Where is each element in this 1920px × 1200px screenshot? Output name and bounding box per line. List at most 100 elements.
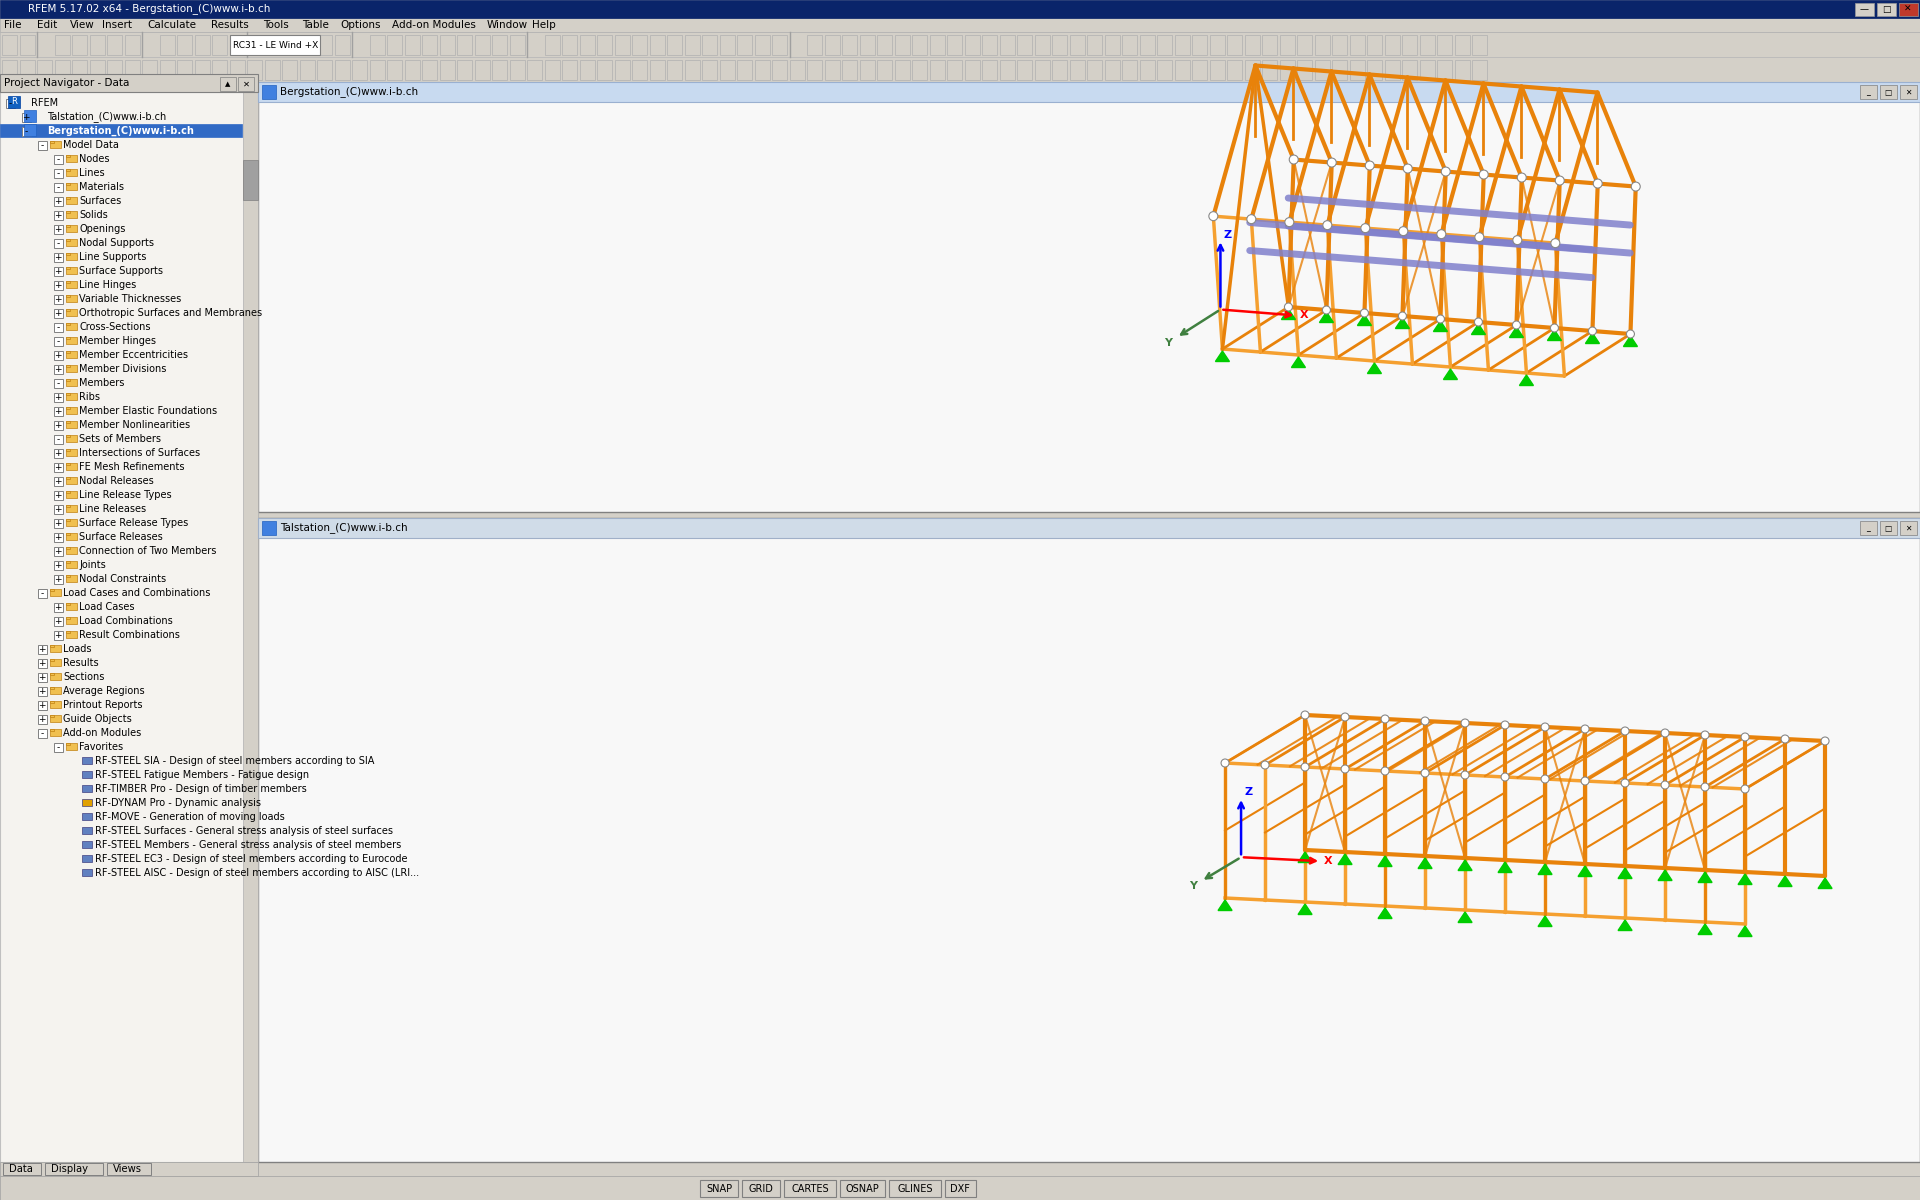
Text: +: + (54, 533, 61, 542)
FancyBboxPatch shape (0, 1176, 1920, 1200)
Circle shape (1340, 713, 1350, 721)
Text: Surface Supports: Surface Supports (79, 266, 163, 276)
Circle shape (1461, 770, 1469, 779)
Text: Sets of Members: Sets of Members (79, 434, 161, 444)
FancyBboxPatch shape (1350, 60, 1365, 80)
FancyBboxPatch shape (19, 60, 35, 80)
FancyBboxPatch shape (563, 35, 578, 55)
Circle shape (1361, 223, 1369, 233)
FancyBboxPatch shape (73, 60, 86, 80)
FancyBboxPatch shape (38, 646, 46, 654)
Text: +: + (54, 463, 61, 472)
FancyBboxPatch shape (1860, 521, 1878, 535)
FancyBboxPatch shape (300, 60, 315, 80)
Text: Variable Thicknesses: Variable Thicknesses (79, 294, 180, 304)
FancyBboxPatch shape (945, 1180, 975, 1198)
FancyBboxPatch shape (1158, 60, 1171, 80)
FancyBboxPatch shape (65, 463, 69, 464)
Circle shape (1461, 719, 1469, 727)
FancyBboxPatch shape (1175, 35, 1190, 55)
Circle shape (1513, 320, 1521, 329)
Circle shape (1620, 727, 1628, 734)
FancyBboxPatch shape (230, 35, 244, 55)
FancyBboxPatch shape (159, 35, 175, 55)
Circle shape (1820, 737, 1830, 745)
FancyBboxPatch shape (21, 127, 31, 136)
FancyBboxPatch shape (261, 85, 276, 98)
Circle shape (1210, 211, 1217, 221)
FancyBboxPatch shape (38, 659, 46, 668)
FancyBboxPatch shape (65, 421, 69, 422)
FancyBboxPatch shape (1121, 35, 1137, 55)
Circle shape (1436, 229, 1446, 239)
FancyBboxPatch shape (65, 476, 77, 484)
FancyBboxPatch shape (1104, 35, 1119, 55)
FancyBboxPatch shape (981, 35, 996, 55)
Text: Add-on Modules: Add-on Modules (392, 20, 476, 30)
FancyBboxPatch shape (614, 60, 630, 80)
FancyBboxPatch shape (65, 547, 77, 554)
FancyBboxPatch shape (1035, 60, 1050, 80)
FancyBboxPatch shape (44, 1163, 102, 1175)
Text: RF-STEEL Members - General stress analysis of steel members: RF-STEEL Members - General stress analys… (94, 840, 401, 850)
FancyBboxPatch shape (2, 60, 17, 80)
Text: Member Hinges: Member Hinges (79, 336, 156, 346)
FancyBboxPatch shape (54, 602, 63, 612)
Circle shape (1261, 761, 1269, 769)
Text: +: + (54, 350, 61, 360)
FancyBboxPatch shape (563, 60, 578, 80)
Text: +: + (54, 226, 61, 234)
Polygon shape (1519, 374, 1534, 385)
Text: Loads: Loads (63, 644, 92, 654)
FancyBboxPatch shape (492, 60, 507, 80)
FancyBboxPatch shape (125, 35, 140, 55)
FancyBboxPatch shape (1158, 35, 1171, 55)
FancyBboxPatch shape (50, 673, 61, 680)
FancyBboxPatch shape (772, 60, 787, 80)
FancyBboxPatch shape (806, 60, 822, 80)
FancyBboxPatch shape (65, 505, 69, 506)
FancyBboxPatch shape (1035, 35, 1050, 55)
Text: Table: Table (301, 20, 328, 30)
FancyBboxPatch shape (334, 35, 349, 55)
FancyBboxPatch shape (54, 449, 63, 458)
Text: Member Nonlinearities: Member Nonlinearities (79, 420, 190, 430)
FancyBboxPatch shape (789, 60, 804, 80)
FancyBboxPatch shape (211, 60, 227, 80)
Text: Result Combinations: Result Combinations (79, 630, 180, 640)
FancyBboxPatch shape (54, 434, 63, 444)
FancyBboxPatch shape (1901, 521, 1916, 535)
FancyBboxPatch shape (405, 35, 419, 55)
FancyBboxPatch shape (54, 226, 63, 234)
FancyBboxPatch shape (65, 449, 69, 451)
FancyBboxPatch shape (257, 82, 1920, 102)
FancyBboxPatch shape (54, 560, 63, 570)
FancyBboxPatch shape (580, 35, 595, 55)
FancyBboxPatch shape (65, 182, 69, 185)
Text: Openings: Openings (79, 224, 125, 234)
FancyBboxPatch shape (257, 518, 1920, 538)
Text: Cross-Sections: Cross-Sections (79, 322, 150, 332)
Text: RFEM 5.17.02 x64 - Bergstation_(C)www.i-b.ch: RFEM 5.17.02 x64 - Bergstation_(C)www.i-… (29, 4, 271, 14)
FancyBboxPatch shape (50, 715, 54, 716)
FancyBboxPatch shape (54, 379, 63, 388)
FancyBboxPatch shape (509, 35, 524, 55)
Circle shape (1741, 733, 1749, 740)
Text: Load Combinations: Load Combinations (79, 616, 173, 626)
Text: +: + (54, 421, 61, 430)
FancyBboxPatch shape (649, 60, 664, 80)
Text: Printout Reports: Printout Reports (63, 700, 142, 710)
FancyBboxPatch shape (1880, 85, 1897, 98)
Polygon shape (1298, 852, 1311, 863)
FancyBboxPatch shape (65, 518, 69, 521)
FancyBboxPatch shape (65, 308, 69, 311)
FancyBboxPatch shape (1244, 35, 1260, 55)
Polygon shape (1367, 362, 1382, 373)
Text: Edit: Edit (36, 20, 58, 30)
FancyBboxPatch shape (194, 35, 209, 55)
Text: Sections: Sections (63, 672, 104, 682)
Circle shape (1501, 773, 1509, 781)
FancyBboxPatch shape (964, 60, 979, 80)
Text: Project Navigator - Data: Project Navigator - Data (4, 78, 129, 88)
FancyBboxPatch shape (38, 701, 46, 710)
